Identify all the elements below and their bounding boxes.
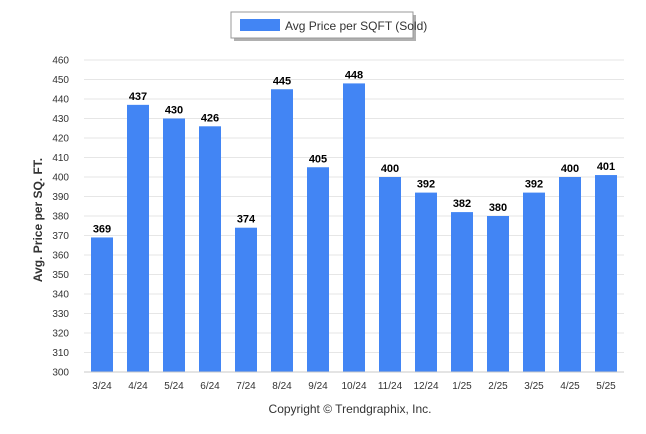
bar: [235, 227, 257, 372]
x-tick-label: 8/24: [272, 381, 292, 392]
y-tick-label: 310: [52, 348, 69, 359]
x-tick-label: 11/24: [378, 381, 403, 392]
bar-value-label: 400: [561, 163, 579, 175]
bar-value-label: 445: [273, 75, 291, 87]
bar: [595, 175, 617, 372]
x-tick-label: 3/24: [92, 381, 112, 392]
bar-value-label: 369: [93, 223, 111, 235]
legend: Avg Price per SQFT (Sold): [230, 11, 427, 41]
bar-value-label: 437: [129, 91, 147, 103]
y-tick-label: 390: [52, 192, 69, 203]
bar: [451, 212, 473, 372]
y-tick-label: 340: [52, 290, 69, 301]
y-tick-label: 460: [52, 56, 69, 67]
x-tick-labels: 3/24 4/24 5/24 6/24 7/24 8/24 9/24 10/24 11/24 12…: [92, 381, 616, 392]
copyright-footer: Copyright © Trendgraphix, Inc.: [269, 402, 432, 416]
y-tick-label: 380: [52, 212, 69, 223]
x-tick-label: 4/24: [128, 381, 148, 392]
x-tick-label: 5/24: [164, 381, 184, 392]
bar: [199, 126, 221, 372]
x-tick-label: 7/24: [236, 381, 256, 392]
bar-value-label: 426: [201, 112, 219, 124]
bar: [559, 177, 581, 372]
x-tick-label: 4/25: [560, 381, 580, 392]
bar: [163, 118, 185, 372]
bar-value-label: 380: [489, 202, 507, 214]
x-tick-label: 3/25: [524, 381, 544, 392]
bar-value-label: 374: [237, 214, 256, 226]
y-tick-label: 320: [52, 329, 69, 340]
y-tick-label: 330: [52, 309, 69, 320]
legend-swatch: [240, 19, 280, 31]
bars: [91, 83, 617, 373]
y-tick-label: 430: [52, 114, 69, 125]
legend-label: Avg Price per SQFT (Sold): [285, 19, 427, 33]
bar-value-label: 400: [381, 163, 399, 175]
y-tick-label: 370: [52, 231, 69, 242]
y-axis-title: Avg. Price per SQ. FT.: [31, 158, 45, 282]
bar-value-label: 430: [165, 105, 183, 117]
x-tick-label: 1/25: [452, 381, 472, 392]
bar: [487, 216, 509, 372]
bar: [91, 237, 113, 372]
bar: [343, 83, 365, 373]
bar-value-label: 392: [417, 179, 435, 191]
y-tick-label: 410: [52, 153, 69, 164]
x-tick-label: 9/24: [308, 381, 328, 392]
y-tick-label: 360: [52, 251, 69, 262]
bar: [523, 192, 545, 372]
x-tick-label: 2/25: [488, 381, 508, 392]
bar: [415, 192, 437, 372]
bar: [271, 89, 293, 372]
y-tick-label: 450: [52, 75, 69, 86]
x-tick-label: 5/25: [596, 381, 616, 392]
bar: [379, 177, 401, 372]
y-tick-labels: 300 310 320 330 340 350 360 370 380 390 400 410 420 4…: [52, 56, 69, 379]
x-tick-label: 6/24: [200, 381, 220, 392]
bar-value-label: 392: [525, 179, 543, 191]
y-tick-label: 400: [52, 173, 69, 184]
y-tick-label: 440: [52, 95, 69, 106]
x-tick-label: 12/24: [413, 381, 438, 392]
data-labels: 369 437 430 426 374 445 405 448 400 392 382 380 392 4…: [93, 69, 615, 235]
x-tick-label: 10/24: [341, 381, 366, 392]
bar: [307, 167, 329, 372]
bar: [127, 104, 149, 372]
bar-value-label: 382: [453, 198, 471, 210]
y-tick-label: 350: [52, 270, 69, 281]
bar-value-label: 401: [597, 161, 615, 173]
bar-value-label: 405: [309, 153, 327, 165]
y-tick-label: 420: [52, 134, 69, 145]
y-tick-label: 300: [52, 368, 69, 379]
bar-value-label: 448: [345, 69, 363, 81]
